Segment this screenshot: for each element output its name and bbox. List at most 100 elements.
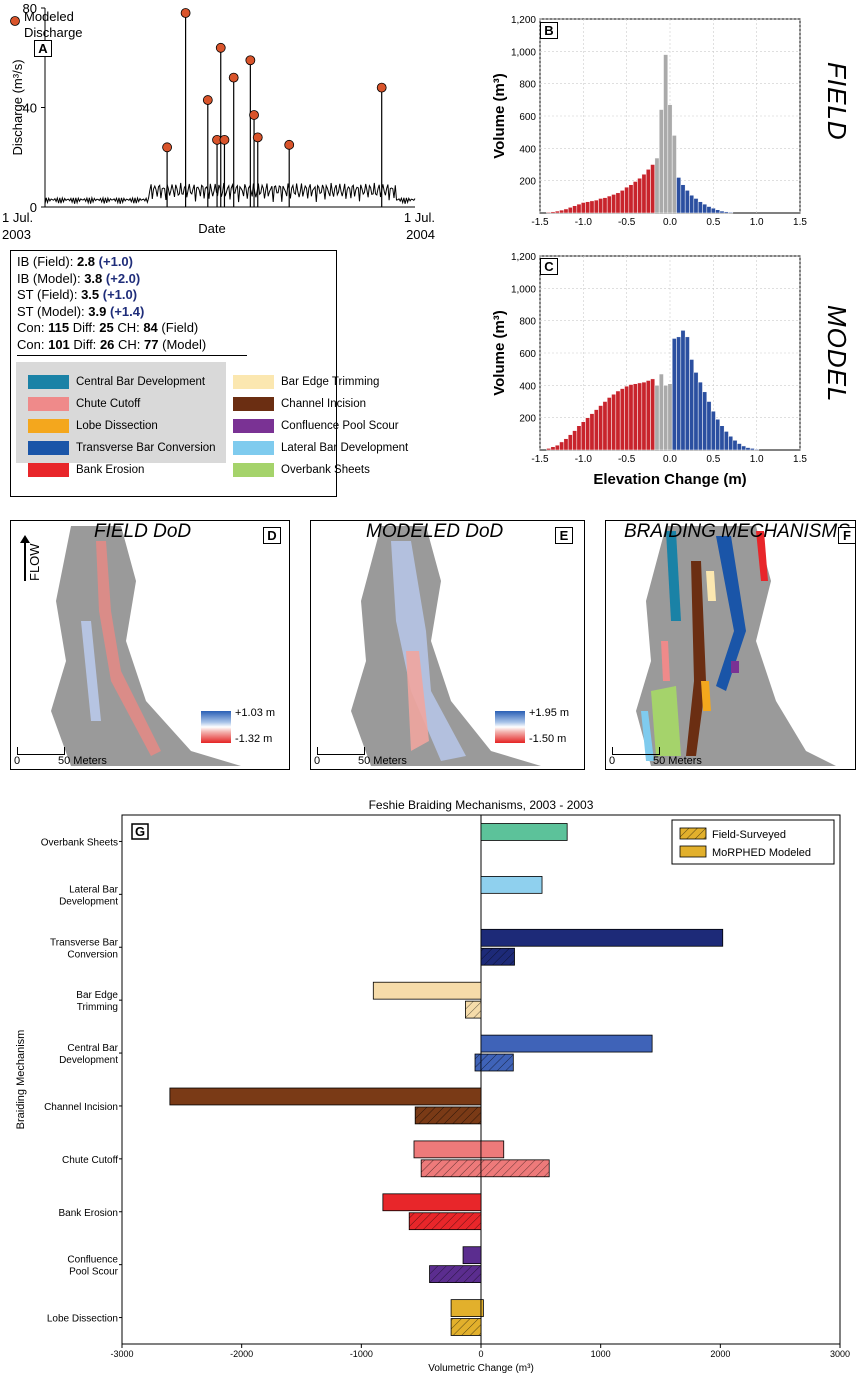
discharge-peak-marker <box>228 72 239 83</box>
modeled-mechanism-bar <box>462 1246 482 1265</box>
histogram-bar <box>676 336 682 451</box>
histogram-bar <box>650 378 656 451</box>
discharge-peak-marker <box>252 132 263 143</box>
mechanism-legend-swatch <box>28 397 69 411</box>
histogram-x-axis-label: Elevation Change (m) <box>593 471 746 488</box>
panel-label-g: G <box>135 824 145 839</box>
histogram-bar <box>585 417 591 451</box>
histogram-bar <box>723 431 729 451</box>
bar-chart-y-axis-label: Braiding Mechanism <box>15 1030 27 1130</box>
field-mechanism-bar-hatch <box>481 1159 550 1177</box>
histogram-x-tick-label: 0.5 <box>706 217 720 228</box>
histogram-x-tick-label: -1.5 <box>531 217 549 228</box>
discharge-peak-marker <box>219 134 230 145</box>
histogram-bar <box>563 438 569 451</box>
discharge-y-tick-label: 80 <box>23 1 37 16</box>
bar-chart-legend-label: Field-Surveyed <box>712 829 786 841</box>
histogram-bar <box>554 444 560 451</box>
braiding-mechanisms-map: BRAIDING MECHANISMS F 0 50 Meters <box>605 520 856 770</box>
histogram-y-tick-label: 1,200 <box>511 252 536 263</box>
mechanism-legend-label: Central Bar Development <box>76 376 206 388</box>
field-dod-change-band <box>96 541 161 756</box>
flow-arrowhead-icon <box>20 535 30 543</box>
ib-model-stat: IB (Model): 3.8 (+2.0) <box>17 270 141 286</box>
modeled-dod-cbar-min: -1.50 m <box>529 733 567 745</box>
histogram-bar <box>619 388 625 451</box>
discharge-peak-marker <box>284 139 295 150</box>
histogram-bar <box>658 109 664 214</box>
modeled-mechanism-bar <box>480 1299 484 1317</box>
discharge-peak-marker <box>202 95 213 105</box>
bar-chart-x-tick-label: -2000 <box>230 1349 253 1359</box>
modeled-dod-scale-label: 50 Meters <box>358 755 407 767</box>
braiding-map-confluence-pool-scour <box>731 661 739 673</box>
field-mechanism-bar-hatch <box>465 1001 481 1019</box>
histogram-bar <box>654 157 660 214</box>
bar-chart-x-tick-label: -3000 <box>110 1349 133 1359</box>
histogram-bar <box>693 372 699 451</box>
histogram-bar <box>641 381 647 451</box>
bar-chart-legend-label: MoRPHED Modeled <box>712 847 811 859</box>
discharge-peak-marker <box>180 8 191 18</box>
mechanism-legend-label: Channel Incision <box>281 398 367 410</box>
histogram-bar <box>619 190 625 214</box>
histogram-x-tick-label: -1.0 <box>575 454 593 465</box>
field-dod-cbar-max: +1.03 m <box>235 707 276 719</box>
histogram-bar <box>624 385 630 451</box>
histogram-x-tick-label: -1.5 <box>531 454 549 465</box>
histogram-bar <box>580 202 586 214</box>
field-dod-deposition-band <box>81 621 101 721</box>
histogram-bar <box>745 447 751 451</box>
histogram-x-tick-label: 1.0 <box>750 454 764 465</box>
histogram-bar <box>559 441 565 451</box>
discharge-legend-marker <box>10 16 20 26</box>
histogram-bar <box>736 443 742 451</box>
histogram-bar <box>576 425 582 451</box>
histogram-bar <box>559 209 565 214</box>
histogram-bar <box>550 211 556 214</box>
modeled-dod-colorbar <box>495 711 525 743</box>
field-mechanism-bar-hatch <box>409 1212 481 1230</box>
histogram-y-tick-label: 1,000 <box>511 47 536 58</box>
bar-chart-category-label: Overbank Sheets <box>41 837 118 848</box>
modeled-mechanism-bar <box>382 1193 482 1212</box>
field-dod-scale-bar <box>17 747 65 755</box>
bar-chart-category-label: Transverse Bar Conversion <box>50 937 119 960</box>
histogram-x-tick-label: 1.5 <box>793 454 807 465</box>
histogram-bar <box>632 383 638 451</box>
histogram-y-tick-label: 600 <box>519 112 536 123</box>
histogram-bar <box>693 198 699 214</box>
histogram-bar <box>628 184 634 214</box>
mechanism-legend-swatch <box>28 463 69 477</box>
histogram-bar <box>719 425 725 451</box>
discharge-peak-marker <box>215 42 226 53</box>
histogram-bar <box>632 181 638 214</box>
modeled-dod-cbar-max: +1.95 m <box>529 707 570 719</box>
bar-chart-x-tick-label: 2000 <box>710 1349 730 1359</box>
histogram-bar <box>606 397 612 451</box>
discharge-chart: 0 40 80 Discharge (m³/s) 1 Jul. 2003 1 Jul. 200… <box>2 1 435 242</box>
bar-chart-category-label: Lobe Dissection <box>47 1314 118 1325</box>
field-mechanism-bar-hatch <box>475 1054 481 1071</box>
bar-chart-category-label: Confluence Pool Scour <box>67 1255 118 1278</box>
discharge-y-tick-label: 0 <box>30 200 37 215</box>
braiding-map-scale-bar <box>612 747 660 755</box>
braiding-map-scale-label: 50 Meters <box>653 755 702 767</box>
mechanism-legend-swatch <box>28 375 69 389</box>
histogram-y-tick-label: 200 <box>519 414 536 425</box>
histogram-bar <box>637 177 643 214</box>
histogram-bar <box>598 198 604 214</box>
mechanism-legend-label: Bank Erosion <box>76 464 145 476</box>
mechanism-legend-label: Transverse Bar Conversion <box>76 442 216 454</box>
field-dod-colorbar <box>201 711 231 743</box>
field-mechanism-bar-hatch <box>451 1318 481 1336</box>
histogram-bar <box>567 434 573 451</box>
histogram-x-tick-label: 0.5 <box>706 454 720 465</box>
discharge-peak-marker <box>245 55 256 66</box>
histogram-x-tick-label: 0.0 <box>663 217 677 228</box>
flow-label: FLOW <box>27 543 42 581</box>
histogram-bar <box>546 448 552 451</box>
histogram-bar <box>719 210 725 214</box>
histogram-bar <box>650 164 656 214</box>
histogram-bar <box>732 440 738 451</box>
